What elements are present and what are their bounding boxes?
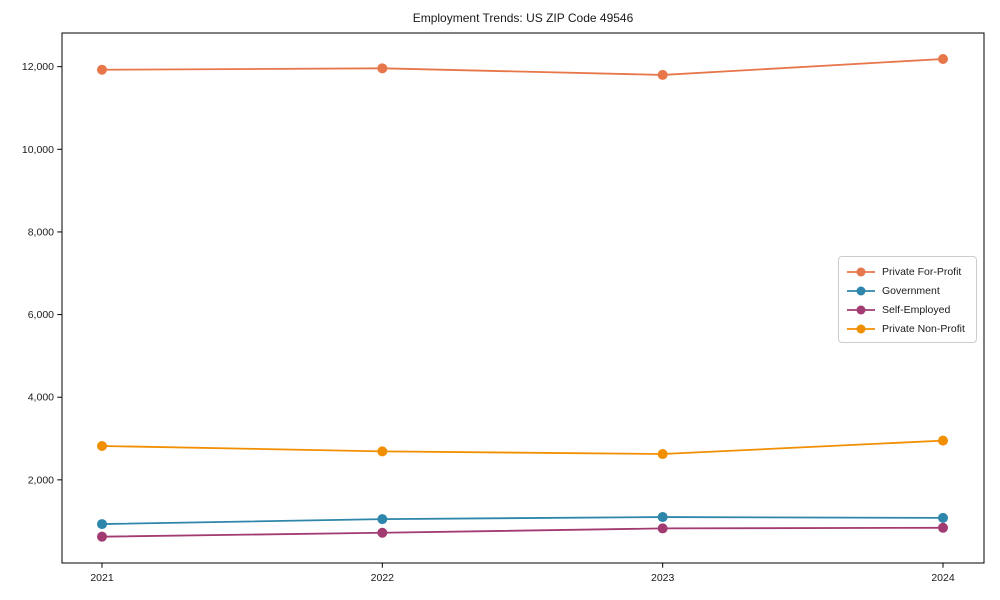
series-line-private-non-profit: [101, 439, 944, 455]
y-tick-label: 2,000: [28, 474, 54, 486]
legend-marker-icon: [847, 324, 875, 333]
series-point-private-for-profit: [657, 69, 668, 80]
legend-marker-icon: [847, 267, 875, 276]
legend-item-self-employed: Self-Employed: [846, 300, 970, 319]
y-tick-label: 12,000: [22, 61, 54, 73]
series-line-government: [101, 516, 944, 525]
series-point-self-employed: [377, 527, 388, 538]
legend-label: Private Non-Profit: [882, 322, 965, 335]
series-point-government: [657, 512, 668, 523]
series-point-private-non-profit: [377, 446, 388, 457]
legend-item-private-non-profit: Private Non-Profit: [846, 319, 970, 338]
legend-label: Self-Employed: [882, 303, 951, 316]
series-point-private-for-profit: [377, 63, 388, 74]
series-point-private-non-profit: [97, 440, 107, 451]
y-tick-label: 6,000: [28, 309, 54, 321]
series-line-private-for-profit: [101, 58, 944, 76]
series-point-government: [377, 514, 388, 525]
series-point-private-for-profit: [937, 54, 948, 65]
chart-legend: Private For-Profit Government Self-Employe…: [838, 256, 977, 343]
legend-item-government: Government: [846, 281, 970, 300]
series-point-private-non-profit: [657, 449, 668, 460]
legend-marker-icon: [847, 305, 875, 314]
legend-label: Private For-Profit: [882, 265, 962, 278]
legend-label: Government: [882, 284, 940, 297]
series-point-government: [97, 519, 107, 530]
series-point-government: [937, 512, 948, 523]
x-tick-label: 2022: [371, 572, 395, 584]
y-tick-label: 8,000: [28, 226, 54, 238]
y-tick-label: 10,000: [22, 144, 54, 156]
plot-frame: [61, 32, 985, 564]
series-point-self-employed: [937, 522, 948, 533]
y-tick-label: 4,000: [28, 392, 54, 404]
series-point-private-non-profit: [937, 435, 948, 446]
x-tick-label: 2024: [931, 572, 955, 584]
chart-title: Employment Trends: US ZIP Code 49546: [412, 11, 634, 25]
x-tick-label: 2023: [651, 572, 675, 584]
legend-item-private-for-profit: Private For-Profit: [846, 262, 970, 281]
series-point-self-employed: [657, 523, 668, 534]
legend-marker-icon: [847, 286, 875, 295]
x-tick-label: 2021: [90, 572, 114, 584]
series-point-private-for-profit: [97, 64, 107, 75]
series-point-self-employed: [97, 531, 107, 542]
series-line-self-employed: [101, 526, 944, 538]
